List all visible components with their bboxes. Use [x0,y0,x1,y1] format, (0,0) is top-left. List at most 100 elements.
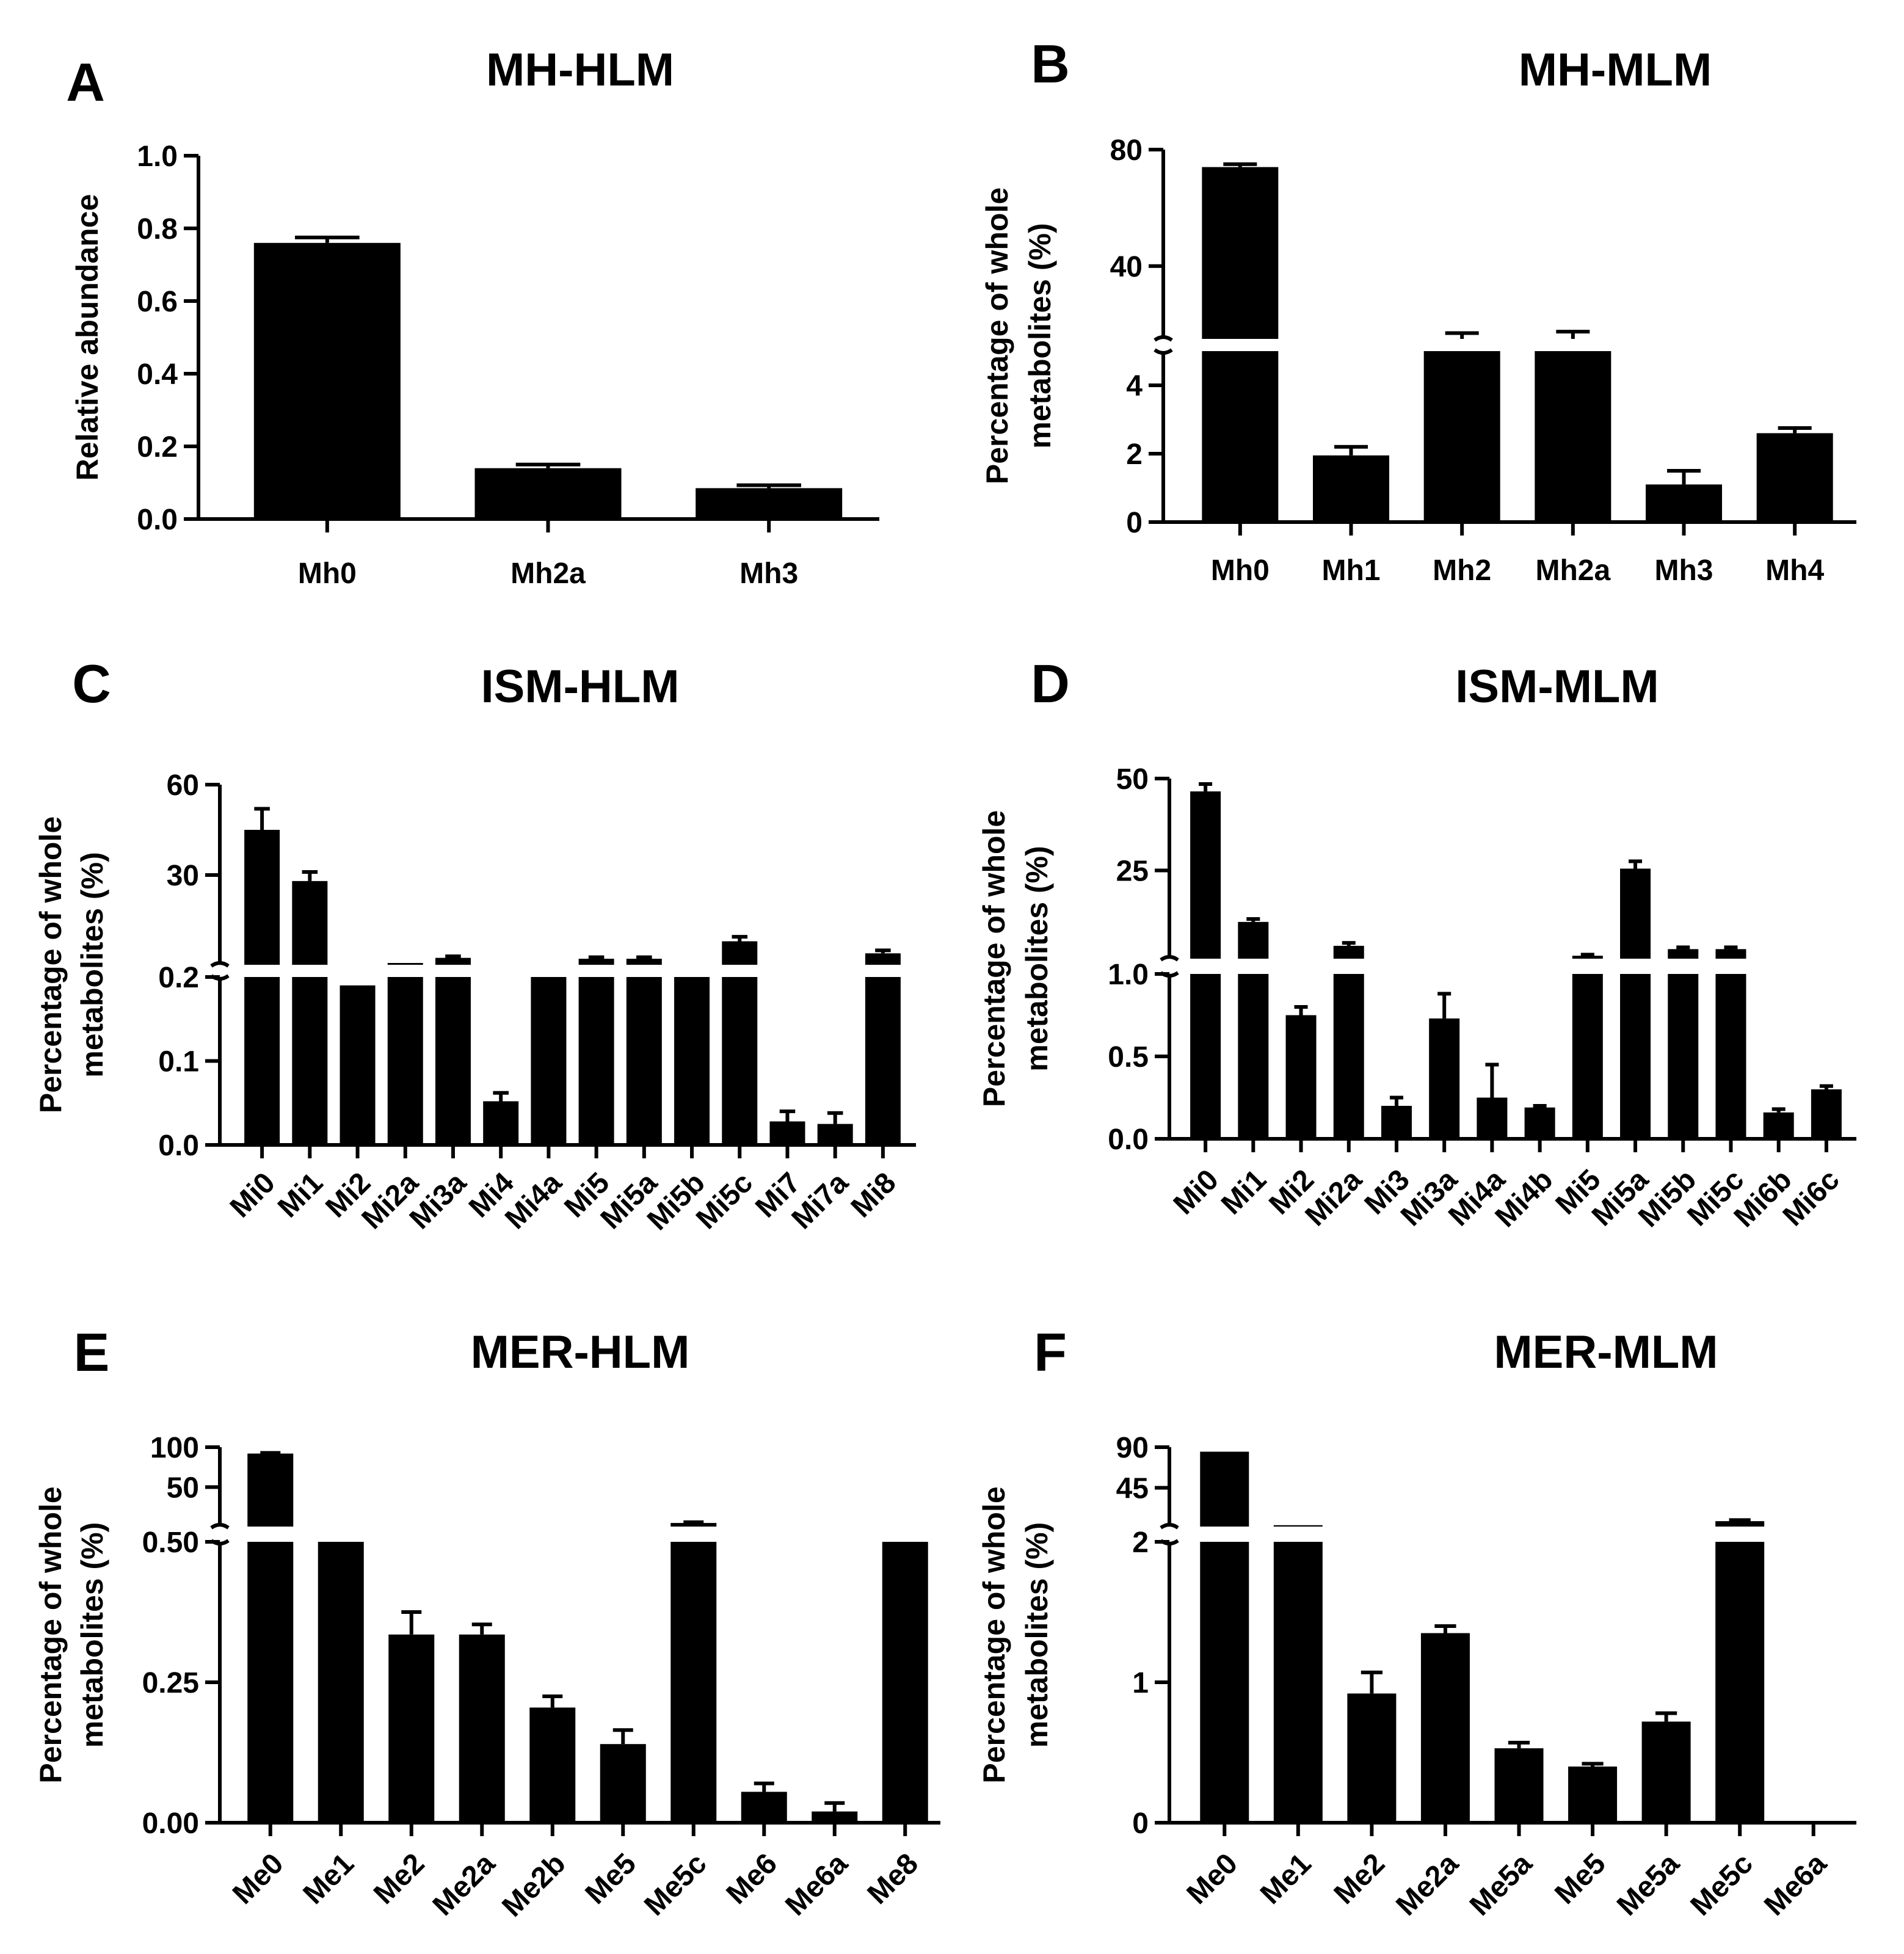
y-tick-label: 2 [1132,1527,1149,1559]
x-tick-label: Me5c [638,1847,713,1922]
bar [1429,1018,1460,1139]
bar [1568,1767,1618,1823]
bar-upper-segment [1190,791,1221,959]
y-axis-label: Relative abundance [70,194,104,481]
panel-letter: E [74,1322,110,1382]
panel-title: ISM-HLM [481,661,679,713]
y-tick-label: 0.4 [137,358,178,391]
bar [1668,974,1699,1139]
y-tick-label: 80 [1110,134,1143,167]
panel-letter: B [1031,34,1070,94]
bar-upper-segment [1238,921,1269,959]
y-tick-label: 0.0 [1108,1124,1149,1156]
bar [722,977,758,1145]
bar [474,468,622,519]
x-tick-label: Mh0 [298,558,357,590]
y-tick-label: 45 [1116,1472,1149,1505]
y-tick-label: 25 [1116,855,1149,888]
bar [1423,351,1500,522]
y-tick-label: 50 [167,1472,199,1504]
panel-title: MER-MLM [1494,1326,1718,1378]
bar [1524,1107,1555,1139]
bar-upper-segment [244,829,280,965]
y-axis-label: Percentage of whole [34,816,68,1113]
bar [812,1811,858,1823]
x-tick-label: Me5a [1464,1847,1539,1922]
y-axis-label: Percentage of whole [980,187,1014,484]
bar [1313,455,1389,522]
x-tick-label: Mh3 [1655,554,1713,587]
bar [1811,1089,1842,1139]
y-tick-label: 0.1 [158,1046,199,1078]
y-tick-label: 4 [1126,370,1143,402]
x-tick-label: Mi1 [272,1166,329,1224]
x-tick-label: Mh4 [1765,554,1824,587]
bar [244,977,280,1145]
bar-upper-segment [722,941,758,965]
x-tick-label: Mi6c [1777,1163,1846,1232]
x-tick-label: Mh2 [1433,554,1491,587]
bar-upper-segment [1715,949,1746,959]
y-axis-label: metabolites (%) [75,852,109,1078]
bar-upper-segment [247,1453,294,1527]
axis-break-mark [1154,348,1173,355]
bar [1646,484,1722,522]
bar-upper-segment [387,963,423,965]
panel-b: B MH-MLM Percentage of whole metabolites (%… [980,34,1856,587]
bar [1789,1821,1838,1823]
x-tick-label: Me6a [1758,1847,1833,1922]
y-tick-label: 30 [167,860,199,892]
bar [1347,1693,1397,1823]
bar [741,1792,787,1823]
x-tick-label: Me6 [721,1847,784,1911]
x-tick-label: Me6a [779,1847,854,1922]
x-tick-label: Me2a [427,1847,502,1922]
bar [483,1101,519,1145]
bar [865,977,901,1145]
y-axis-label: metabolites (%) [1020,846,1054,1072]
bar [1715,1542,1765,1823]
y-tick-label: 1.0 [137,140,178,173]
bar [578,977,614,1145]
axis-break-mark [1160,1523,1179,1530]
y-axis-label: metabolites (%) [1023,223,1057,449]
panel-title: MER-HLM [471,1326,690,1378]
x-tick-label: Me1 [1254,1847,1318,1911]
bar [340,985,376,1145]
x-tick-label: Me2a [1390,1847,1465,1922]
x-tick-label: Mi4b [1489,1163,1560,1233]
axis-break-mark [210,1523,230,1530]
x-tick-label: Me5 [1549,1847,1612,1911]
bar [253,242,401,519]
y-tick-label: 0.5 [1108,1041,1149,1073]
bar [247,1542,294,1823]
y-tick-label: 1 [1132,1667,1149,1699]
y-axis-label: Percentage of whole [977,1486,1011,1783]
bar [1763,1112,1794,1139]
x-tick-label: Mh2a [511,558,586,590]
bar-upper-segment [1620,868,1651,959]
panel-letter: D [1031,653,1070,714]
bar [531,977,567,1145]
x-tick-label: Me2 [1328,1847,1392,1911]
panel-letter: C [72,653,111,714]
bar [1420,1633,1470,1823]
bar [1273,1542,1323,1823]
y-tick-label: 50 [1116,763,1149,796]
y-tick-label: 60 [167,769,199,802]
y-axis-label: metabolites (%) [75,1522,109,1748]
bar [1756,433,1833,522]
x-tick-label: Mh0 [1211,554,1270,587]
axis-break-mark [1154,335,1173,342]
panel-d: D ISM-MLM Percentage of whole metabolites (… [977,653,1856,1233]
y-tick-label: 100 [150,1432,199,1464]
bar [1238,974,1269,1139]
y-tick-label: 0.2 [158,962,199,994]
x-tick-label: Me8 [862,1847,925,1911]
bar [1190,974,1221,1139]
bar [1202,351,1279,522]
bar [1285,1015,1317,1139]
bar [882,1542,928,1823]
y-axis-label: Percentage of whole [34,1486,68,1783]
